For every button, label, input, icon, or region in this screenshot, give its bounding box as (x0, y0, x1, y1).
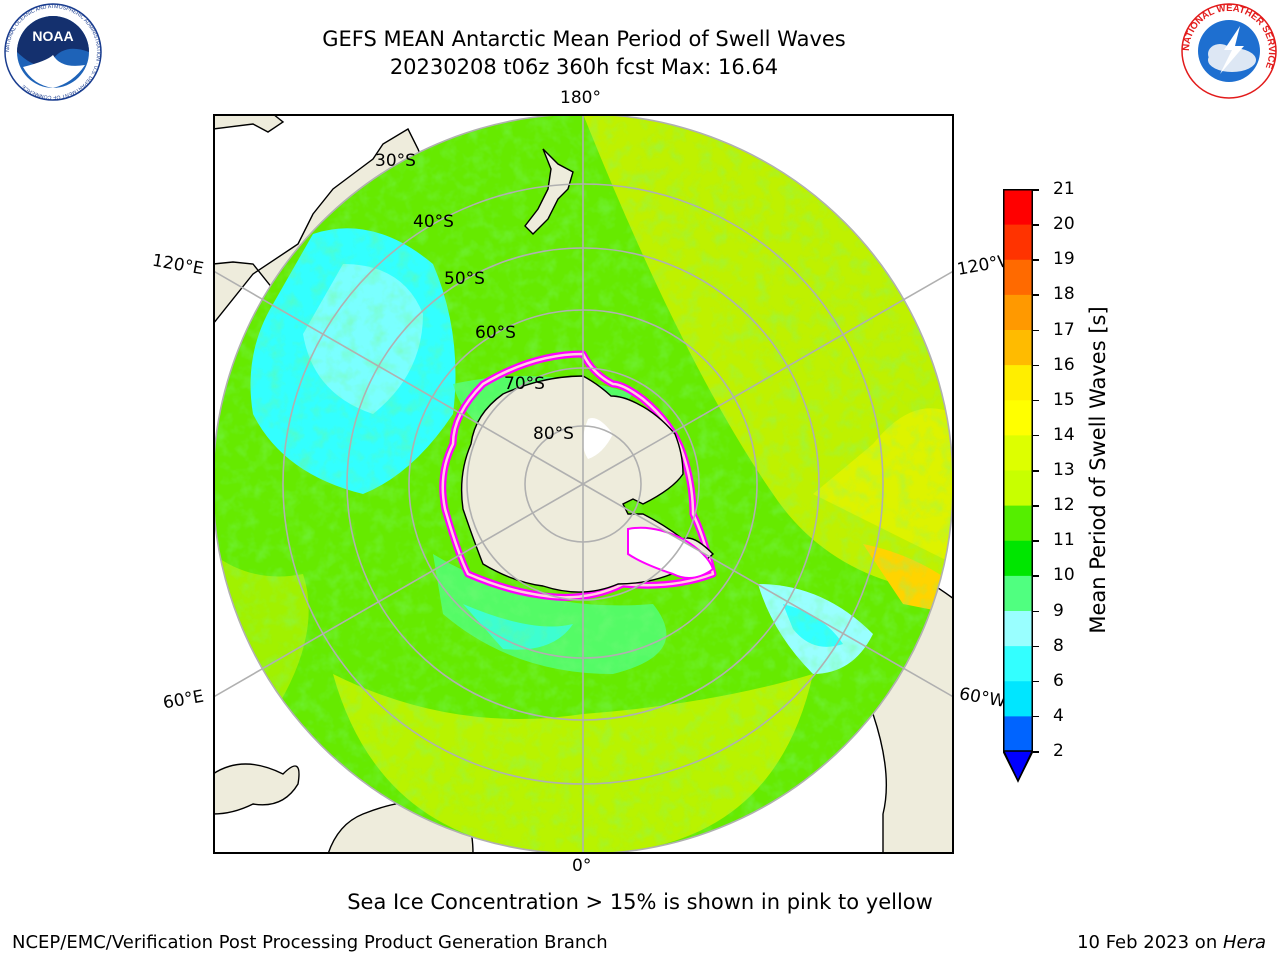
colorbar-tick-mark (1033, 224, 1039, 226)
colorbar-segment (1003, 189, 1033, 225)
lat-label-30s: 30°S (375, 151, 416, 171)
lat-label-80s: 80°S (533, 424, 574, 444)
map-plot-area (213, 114, 954, 854)
map-title: GEFS MEAN Antarctic Mean Period of Swell… (322, 27, 846, 51)
colorbar-tick-label: 21 (1053, 179, 1075, 199)
lat-label-40s: 40°S (413, 212, 454, 232)
colorbar-tick-label: 19 (1053, 249, 1075, 270)
colorbar-tick-mark (1033, 610, 1039, 612)
lat-label-70s: 70°S (504, 374, 545, 394)
colorbar-tick-mark (1033, 470, 1039, 472)
lat-label-50s: 50°S (444, 269, 485, 289)
colorbar-tick-mark (1033, 329, 1039, 331)
colorbar-tick-label: 17 (1053, 319, 1075, 340)
colorbar-segment (1003, 329, 1033, 366)
colorbar-tick-mark (1033, 680, 1039, 683)
colorbar-segment (1003, 505, 1033, 541)
colorbar-segment (1003, 434, 1033, 471)
noaa-logo: NOAA NATIONAL OCEANIC AND ATMOSPHERIC AD… (3, 3, 103, 105)
colorbar-extend-arrow (1001, 750, 1035, 783)
colorbar-tick-mark (1033, 505, 1039, 507)
footer-date-text: 10 Feb 2023 on (1077, 932, 1223, 953)
colorbar-tick-label: 9 (1053, 600, 1064, 621)
colorbar (1001, 189, 1035, 784)
colorbar-tick-label: 12 (1053, 495, 1075, 516)
footer-date: 10 Feb 2023 on Hera (1077, 932, 1266, 953)
lat-label-60s: 60°S (475, 323, 516, 343)
colorbar-tick-mark (1033, 259, 1039, 261)
map-subtitle: 20230208 t06z 360h fcst Max: 16.64 (389, 55, 779, 79)
colorbar-tick-label: 16 (1053, 354, 1075, 375)
colorbar-segment (1003, 224, 1033, 260)
colorbar-segment (1003, 259, 1033, 295)
footer-host: Hera (1222, 932, 1266, 953)
longitude-gridlines (213, 114, 954, 854)
noaa-logo-text: NOAA (32, 28, 73, 44)
colorbar-tick-label: 18 (1053, 284, 1075, 305)
colorbar-segment (1003, 715, 1033, 752)
colorbar-tick-mark (1033, 434, 1039, 437)
colorbar-tick-mark (1033, 645, 1039, 648)
footer-branch: NCEP/EMC/Verification Post Processing Pr… (12, 932, 608, 953)
lon-label-60e: 60°E (161, 686, 206, 714)
nws-logo: NATIONAL WEATHER SERVICE (1180, 2, 1278, 104)
colorbar-tick-mark (1033, 751, 1039, 753)
lon-label-180: 180° (560, 88, 601, 108)
colorbar-segment (1003, 399, 1033, 436)
colorbar-tick-label: 15 (1053, 389, 1075, 410)
colorbar-segment (1003, 540, 1033, 576)
colorbar-segment (1003, 610, 1033, 647)
lon-label-60w: 60°W (957, 684, 1008, 712)
colorbar-tick-label: 10 (1053, 565, 1075, 586)
colorbar-tick-mark (1033, 189, 1039, 191)
colorbar-tick-label: 20 (1053, 214, 1075, 235)
colorbar-tick-mark (1033, 294, 1039, 296)
colorbar-outline (1003, 189, 1033, 783)
colorbar-segment (1003, 470, 1033, 506)
colorbar-label: Mean Period of Swell Waves [s] (1086, 306, 1110, 634)
colorbar-segment (1003, 680, 1033, 717)
colorbar-tick-mark (1033, 540, 1039, 542)
colorbar-tick-mark (1033, 575, 1039, 577)
colorbar-tick-label: 14 (1053, 424, 1075, 445)
colorbar-tick-mark (1033, 364, 1039, 367)
colorbar-segment (1003, 364, 1033, 401)
colorbar-tick-label: 8 (1053, 635, 1064, 656)
colorbar-tick-label: 2 (1053, 741, 1064, 761)
colorbar-segment (1003, 575, 1033, 611)
lon-label-120e: 120°E (150, 250, 206, 280)
colorbar-tick-label: 6 (1053, 670, 1064, 691)
colorbar-tick-label: 11 (1053, 530, 1075, 551)
colorbar-segment (1003, 294, 1033, 330)
colorbar-segment (1003, 645, 1033, 682)
sea-ice-note: Sea Ice Concentration > 15% is shown in … (347, 890, 933, 914)
map-frame-border (213, 114, 954, 854)
lon-label-0: 0° (572, 856, 592, 876)
colorbar-tick-mark (1033, 399, 1039, 402)
ross-sea-ice (583, 418, 613, 459)
colorbar-tick-label: 13 (1053, 460, 1075, 480)
colorbar-tick-mark (1033, 715, 1039, 718)
colorbar-tick-label: 4 (1053, 705, 1064, 726)
